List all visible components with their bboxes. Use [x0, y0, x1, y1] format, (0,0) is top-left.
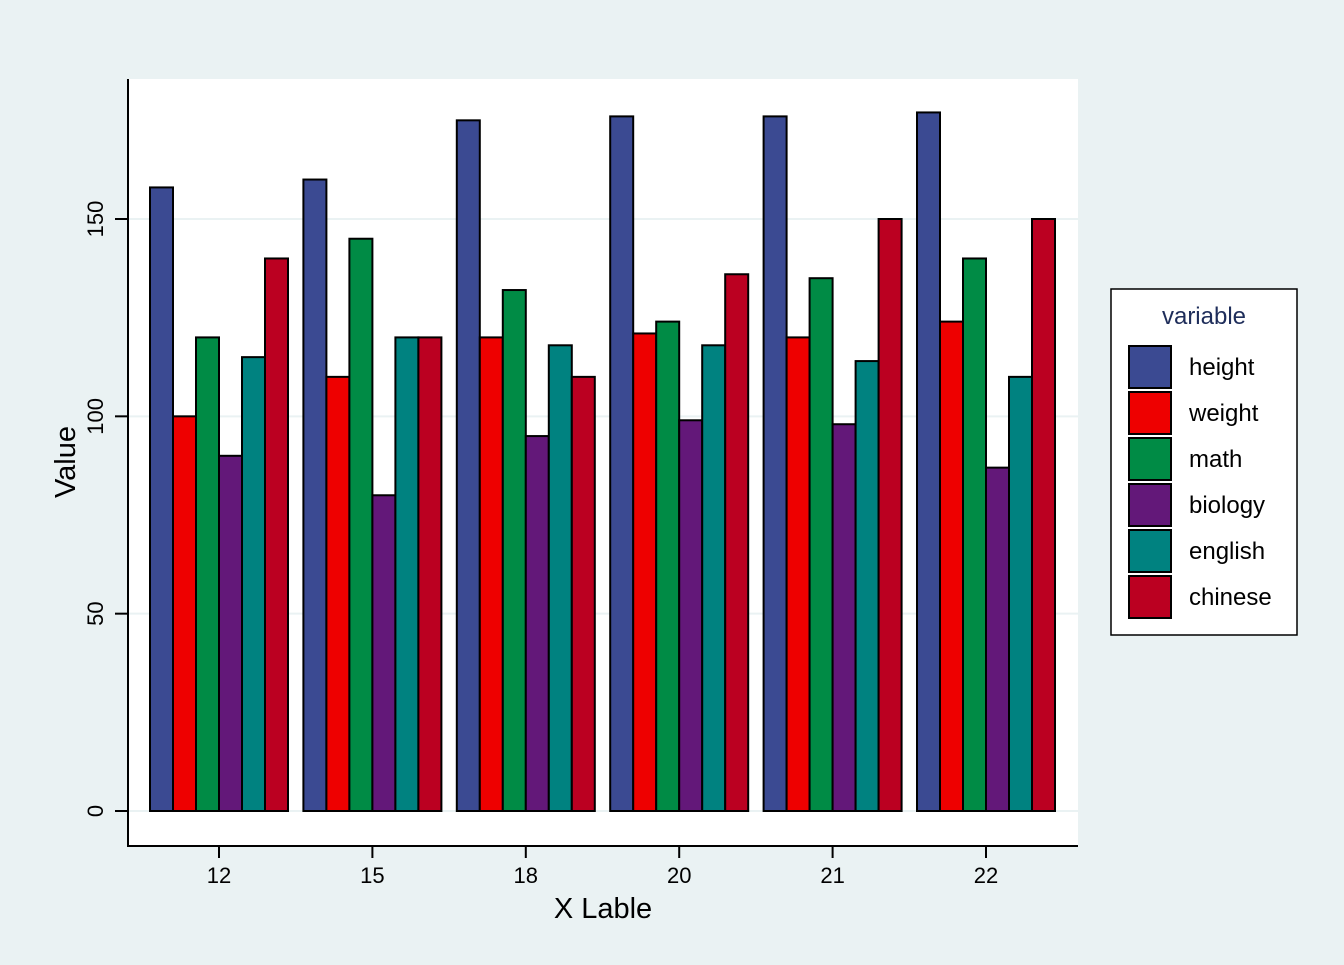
y-tick-label: 50 [83, 601, 108, 625]
x-axis-label: X Lable [554, 893, 652, 925]
tick-labels: 0 50 100 150 12 15 18 20 21 22 [83, 201, 998, 888]
legend-swatch-weight [1128, 391, 1172, 435]
bar-chinese-15 [417, 336, 443, 812]
bar-math-18 [501, 289, 527, 813]
bars [149, 111, 1056, 813]
legend-swatch-chinese [1128, 575, 1172, 619]
bar-english-18 [547, 344, 573, 812]
y-axis-label: Value [50, 426, 82, 498]
bar-english-20 [701, 344, 727, 812]
bar-chinese-20 [724, 273, 750, 812]
legend-swatch-math [1128, 437, 1172, 481]
bar-chinese-21 [877, 218, 903, 812]
bar-height-15 [302, 178, 328, 813]
bar-english-22 [1008, 375, 1033, 812]
bar-math-12 [195, 336, 220, 812]
legend-swatch-biology [1128, 483, 1172, 527]
legend-title: variable [1162, 303, 1246, 330]
x-tick-label: 15 [360, 863, 384, 888]
bar-chinese-12 [264, 257, 289, 812]
bar-chinese-22 [1031, 218, 1056, 812]
bar-weight-12 [172, 415, 197, 812]
bar-biology-18 [524, 435, 550, 812]
bar-english-15 [394, 336, 420, 812]
bar-weight-21 [785, 336, 811, 812]
bar-math-21 [808, 277, 834, 812]
legend-label-weight: weight [1188, 400, 1259, 427]
legend-label-chinese: chinese [1189, 584, 1272, 611]
bar-biology-21 [831, 423, 857, 812]
x-tick-label: 20 [667, 863, 691, 888]
legend-label-english: english [1189, 538, 1265, 565]
bar-height-20 [609, 115, 635, 813]
bar-english-12 [241, 356, 266, 812]
bar-math-15 [348, 237, 374, 812]
bar-biology-15 [371, 494, 397, 812]
x-tick-label: 21 [820, 863, 844, 888]
x-tick-label: 12 [207, 863, 231, 888]
bar-height-22 [916, 111, 941, 812]
bar-weight-22 [939, 320, 964, 812]
bar-math-20 [655, 320, 681, 812]
bar-math-22 [962, 257, 987, 812]
y-tick-label: 0 [83, 805, 108, 817]
y-tick-label: 100 [83, 398, 108, 435]
legend: variable height weight math biology english c… [1110, 288, 1298, 636]
legend-label-biology: biology [1189, 492, 1265, 519]
y-tick-label: 150 [83, 201, 108, 238]
bar-height-21 [762, 115, 788, 813]
bar-english-21 [854, 360, 880, 812]
x-tick-label: 22 [974, 863, 998, 888]
bar-height-12 [149, 186, 174, 812]
legend-swatch-height [1128, 345, 1172, 389]
bar-height-18 [455, 119, 481, 813]
legend-label-math: math [1189, 446, 1242, 473]
legend-swatch-english [1128, 529, 1172, 573]
bar-weight-18 [478, 336, 504, 812]
legend-label-height: height [1189, 354, 1255, 381]
bar-weight-15 [325, 375, 351, 812]
bar-weight-20 [632, 332, 658, 812]
bar-chinese-18 [570, 375, 596, 812]
bar-biology-22 [985, 466, 1010, 812]
axes [127, 79, 1078, 847]
bar-biology-12 [218, 454, 243, 812]
x-tick-label: 18 [514, 863, 538, 888]
bar-biology-20 [678, 419, 704, 812]
